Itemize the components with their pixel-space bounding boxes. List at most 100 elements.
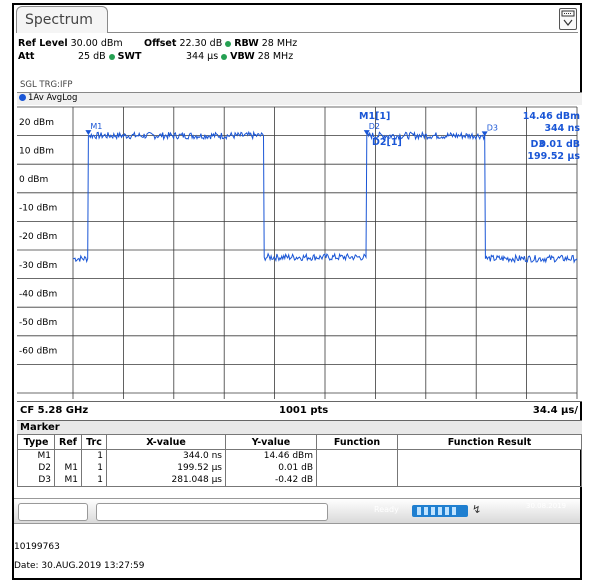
rbw-label: RBW [234, 38, 259, 49]
swt-label: SWT [117, 51, 142, 62]
status-dot-icon [221, 53, 228, 60]
marker-m1-label: M1 [90, 122, 102, 131]
col-function: Function [316, 434, 398, 450]
marker-d2-label: D2 [369, 122, 380, 131]
preset-menu-icon[interactable] [559, 8, 577, 30]
y-tick-label: 10 dBm [19, 146, 54, 156]
offset-label: Offset [144, 38, 177, 49]
cell-x-value: 281.048 µs [106, 474, 226, 487]
spectrum-plot[interactable]: 20 dBm 10 dBm 0 dBm -10 dBm -20 dBm -30 dBm -4… [17, 105, 582, 401]
marker-symbols: M1 D2 D3 [85, 122, 498, 137]
col-type: Type [17, 434, 55, 450]
y-tick-bg [18, 143, 58, 155]
att-value: 25 dB [78, 51, 106, 62]
trace-series [73, 130, 578, 264]
vbw-value: 28 MHz [257, 51, 294, 62]
status-bar: Ready ↯ 30.08.2019 [14, 498, 580, 524]
y-tick-label: -60 dBm [19, 347, 57, 357]
marker-d3-icon [481, 131, 488, 137]
status-dot-icon [225, 40, 232, 47]
trace-line [73, 130, 578, 264]
plot-background [17, 105, 582, 401]
marker-readout-d3-label: D3 [531, 139, 546, 150]
trace-label: 1Av AvgLog [28, 93, 78, 103]
marker-readout-m1-level: 14.46 dBm [523, 111, 580, 122]
tab-label: Spectrum [25, 12, 93, 28]
cell-trc: 1 [81, 474, 107, 487]
marker-readout-d2-time: 199.52 µs [527, 151, 580, 162]
col-x-value: X-value [106, 434, 226, 450]
col-trc: Trc [81, 434, 107, 450]
span-per-division: 34.4 µs/ [532, 405, 578, 416]
cell-function-result [397, 449, 582, 462]
status-dot-icon [108, 53, 115, 60]
status-date: 30.08.2019 [526, 502, 567, 510]
ready-status: Ready [374, 505, 399, 514]
cell-function [316, 449, 398, 462]
y-tick-bg [18, 286, 58, 298]
table-row[interactable]: M1 1 344.0 ns 14.46 dBm [17, 449, 582, 462]
table-row[interactable]: D2 M1 1 199.52 µs 0.01 dB [17, 462, 582, 474]
y-tick-bg [18, 201, 58, 213]
marker-d3-label: D3 [487, 123, 498, 132]
y-tick-bg [18, 315, 58, 327]
cell-y-value: -0.42 dB [225, 474, 317, 487]
ref-level-label: Ref Level [18, 38, 68, 49]
marker-m1-icon [85, 130, 92, 136]
cell-ref: M1 [54, 474, 82, 487]
tab-divider [108, 32, 578, 33]
sweep-progress-bar [412, 505, 468, 517]
ref-level-value: 30.00 dBm [70, 38, 123, 49]
col-y-value: Y-value [225, 434, 317, 450]
y-tick-label: 0 dBm [19, 175, 48, 185]
y-tick-bg [18, 258, 58, 270]
trace-dot-icon [19, 94, 26, 101]
swt-value: 344 µs [186, 51, 219, 62]
cell-x-value: 199.52 µs [106, 462, 226, 474]
capture-datetime: Date: 30.AUG.2019 13:27:59 [14, 561, 145, 571]
col-ref: Ref [54, 434, 82, 450]
marker-d2-icon [363, 130, 370, 136]
trace-label-bar: 1Av AvgLog [17, 92, 582, 106]
cell-ref: M1 [54, 462, 82, 474]
table-row[interactable]: D3 M1 1 281.048 µs -0.42 dB [17, 474, 582, 487]
y-tick-label: -50 dBm [19, 318, 57, 328]
marker-table-header: Type Ref Trc X-value Y-value Function Fu… [17, 434, 582, 450]
cell-x-value: 344.0 ns [106, 449, 226, 462]
y-tick-bg [18, 344, 58, 356]
serial-number: 10199763 [14, 542, 60, 552]
plot-footer: CF 5.28 GHz 1001 pts 34.4 µs/ [17, 401, 582, 420]
status-message-field[interactable] [96, 503, 328, 521]
rbw-value: 28 MHz [261, 38, 298, 49]
cell-y-value: 14.46 dBm [225, 449, 317, 462]
cell-type: D3 [17, 474, 55, 487]
center-frequency: CF 5.28 GHz [20, 405, 89, 416]
marker-readout-m1-time: 344 ns [544, 123, 580, 134]
col-function-result: Function Result [397, 434, 582, 450]
y-tick-label: 20 dBm [19, 118, 54, 128]
marker-readout-m1-label: M1[1] [359, 111, 390, 122]
sweep-points: 1001 pts [279, 405, 329, 416]
cell-trc: 1 [81, 462, 107, 474]
cell-type: M1 [17, 449, 55, 462]
y-tick-bg [18, 229, 58, 241]
cell-function-result [397, 474, 582, 487]
cell-trc: 1 [81, 449, 107, 462]
offset-value: 22.30 dB [179, 38, 223, 49]
marker-readout-d2-level: 0.01 dB [539, 139, 580, 150]
vbw-label: VBW [230, 51, 255, 62]
cell-function [316, 462, 398, 474]
marker-readout-d2-label: D2[1] [372, 137, 402, 148]
status-field-left[interactable] [18, 503, 88, 521]
cell-function [316, 474, 398, 487]
cell-y-value: 0.01 dB [225, 462, 317, 474]
y-tick-bg [18, 172, 58, 184]
cell-type: D2 [17, 462, 55, 474]
cell-function-result [397, 462, 582, 474]
cell-ref [54, 449, 82, 462]
tab-spectrum[interactable]: Spectrum [16, 6, 108, 33]
y-tick-label: -40 dBm [19, 289, 57, 299]
marker-table: Type Ref Trc X-value Y-value Function Fu… [17, 434, 582, 487]
remote-status-icon: ↯ [472, 503, 482, 516]
att-label: Att [18, 51, 35, 62]
